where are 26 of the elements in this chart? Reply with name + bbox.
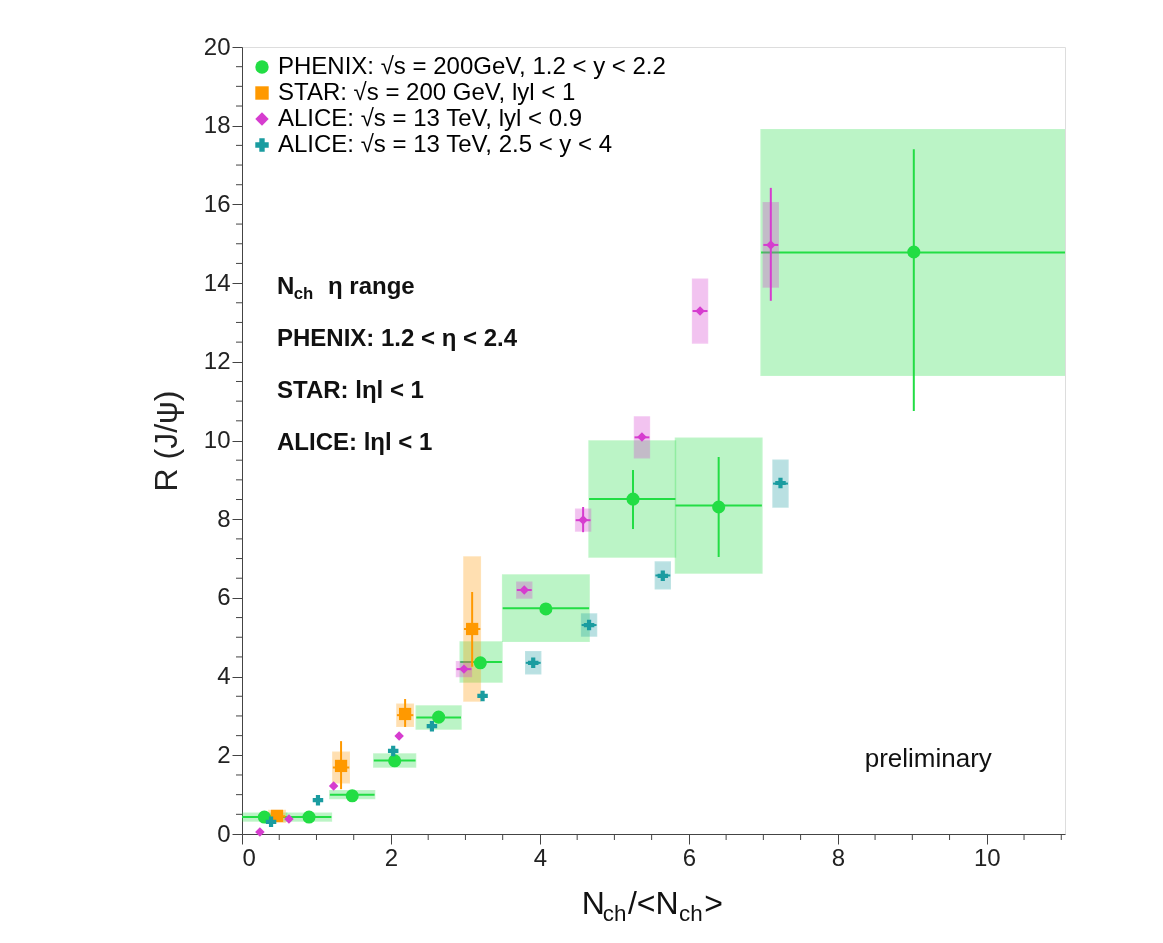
legend-label: ALICE: √s = 13 TeV, 2.5 < y < 4 <box>278 130 613 157</box>
y-tick-label: 16 <box>203 189 231 217</box>
y-tick-label: 18 <box>203 111 231 139</box>
y-tick-label: 10 <box>203 426 231 453</box>
y-tick-label: 12 <box>203 347 231 375</box>
x-tick-label: 10 <box>973 843 1001 871</box>
annotation: PHENIX: 1.2 < η < 2.4 <box>277 324 518 351</box>
x-tick-label: 4 <box>533 843 548 871</box>
annotation: preliminary <box>864 743 992 773</box>
annotation: STAR: lηl < 1 <box>277 376 424 403</box>
y-tick-label: 14 <box>203 268 231 296</box>
y-tick-label: 6 <box>217 583 231 611</box>
y-tick-label: 0 <box>217 819 231 847</box>
y-tick-label: 20 <box>203 32 231 60</box>
x-tick-label: 0 <box>242 843 256 871</box>
annotation: ALICE: lηl < 1 <box>277 428 433 455</box>
y-tick-label: 2 <box>217 740 231 768</box>
legend-label: STAR: √s = 200 GeV, lyl < 1 <box>278 78 576 105</box>
x-tick-label: 8 <box>831 843 846 871</box>
y-tick-label: 8 <box>217 504 231 532</box>
x-tick-label: 2 <box>384 843 399 871</box>
legend-label: PHENIX: √s = 200GeV, 1.2 < y < 2.2 <box>278 52 666 79</box>
x-tick-label: 6 <box>682 843 697 871</box>
legend-label: ALICE: √s = 13 TeV, lyl < 0.9 <box>278 104 583 131</box>
y-tick-label: 4 <box>217 662 231 690</box>
y-axis-title: R (J/ψ) <box>147 390 184 492</box>
